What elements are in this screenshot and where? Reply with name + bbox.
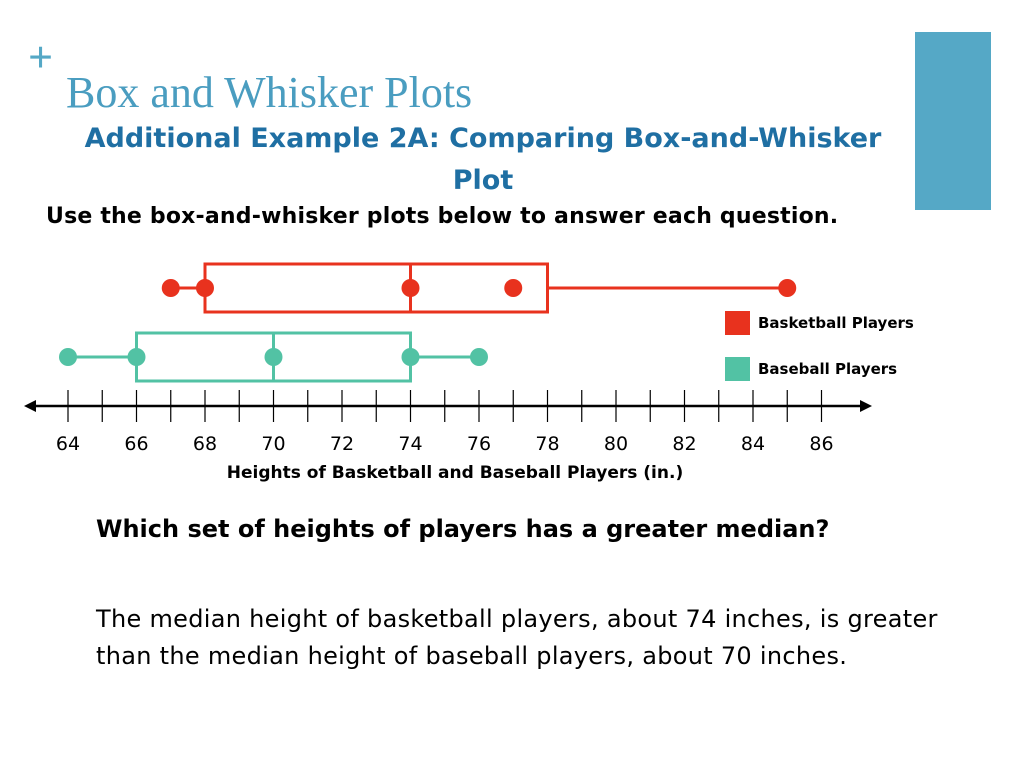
tick-label: 78 [535,433,559,455]
axis-arrow-left-icon [24,400,36,412]
tick-label: 66 [124,433,148,455]
number-line: 64 66 68 70 72 74 76 78 80 82 84 86 [24,390,872,455]
tick-label: 64 [56,433,80,455]
data-point [127,348,146,366]
data-point [778,279,797,297]
box-plots [59,262,797,383]
data-point [161,279,180,297]
box-plot-series-1 [161,262,797,314]
tick-label: 68 [193,433,217,455]
box-plot-series-2 [59,331,488,383]
tick-label: 70 [261,433,285,455]
tick-label: 76 [467,433,491,455]
data-point [264,348,283,366]
slide-subtitle: Additional Example 2A: Comparing Box-and… [84,123,882,196]
axis-arrow-right-icon [860,400,872,412]
plus-icon: + [28,33,54,82]
accent-bar [915,32,991,210]
data-point [59,348,77,366]
legend-label: Baseball Players [758,360,897,378]
box-whisker-chart: 64 66 68 70 72 74 76 78 80 82 84 86 Basketball Play… [24,262,914,483]
legend: Basketball Players Baseball Players [725,311,914,381]
data-point [470,348,488,366]
tick-label: 82 [672,433,696,455]
tick-label: 72 [330,433,354,455]
legend-label: Basketball Players [758,314,914,332]
slide-title: Box and Whisker Plots [66,68,473,117]
question-text: Which set of heights of players has a gr… [96,515,830,543]
tick-label: 74 [398,433,422,455]
instruction-text: Use the box-and-whisker plots below to a… [46,204,839,229]
legend-swatch [725,357,750,381]
tick-label: 86 [809,433,833,455]
data-point [401,279,420,297]
x-axis-label: Heights of Basketball and Baseball Playe… [227,463,683,483]
answer-text: The median height of basketball players,… [96,605,938,670]
data-point [401,348,420,366]
box [203,262,549,314]
tick-label: 84 [741,433,765,455]
data-point [196,279,214,297]
legend-swatch [725,311,750,335]
data-point [504,279,523,297]
tick-label: 80 [604,433,628,455]
